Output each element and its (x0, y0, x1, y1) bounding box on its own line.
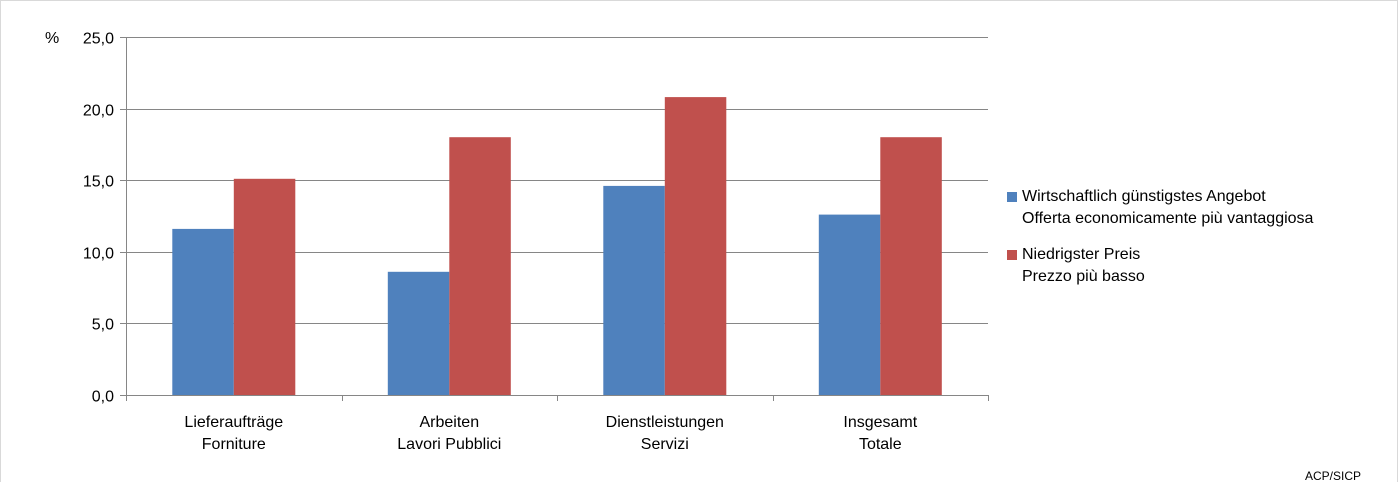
legend-label-series-1-it: Offerta economicamente più vantaggiosa (1022, 210, 1314, 227)
legend-label-series-2-de: Niedrigster Preis (1022, 246, 1141, 263)
x-category-label: Dienstleistungen (606, 414, 724, 431)
y-tick-label: 5,0 (92, 317, 114, 334)
bar-series-2-cat-3 (664, 97, 727, 395)
legend-label-series-1-de: Wirtschaftlich günstigstes Angebot (1022, 188, 1266, 205)
bars (172, 97, 942, 395)
y-tick-label: 20,0 (83, 103, 114, 120)
axes (120, 37, 989, 401)
x-category-label: Lieferaufträge (184, 414, 283, 431)
x-category-label: Forniture (202, 436, 266, 453)
y-unit-label: % (45, 30, 59, 47)
bar-series-1-cat-1 (172, 228, 234, 395)
bar-series-2-cat-4 (880, 137, 942, 395)
legend-item-series-1: Wirtschaftlich günstigstes Angebot Offer… (1007, 186, 1313, 230)
legend: Wirtschaftlich günstigstes Angebot Offer… (1007, 186, 1313, 302)
y-tick-label: 25,0 (83, 31, 114, 48)
bar-series-1-cat-2 (387, 271, 450, 395)
y-tick-label: 15,0 (83, 174, 114, 191)
y-tick-label: 10,0 (83, 246, 114, 263)
bar-series-2-cat-2 (449, 137, 511, 395)
x-category-label: Servizi (641, 436, 689, 453)
x-category-label: Lavori Pubblici (397, 436, 501, 453)
legend-swatch-series-1 (1007, 192, 1017, 202)
bar-series-1-cat-3 (603, 185, 665, 395)
x-category-label: Totale (859, 436, 902, 453)
x-category-label: Insgesamt (843, 414, 917, 431)
x-category-label: Arbeiten (420, 414, 480, 431)
bar-series-1-cat-4 (818, 214, 881, 395)
axis-labels: 0,0 5,0 10,0 15,0 20,0 25,0% Lieferaufträge For… (45, 30, 918, 453)
legend-swatch-series-2 (1007, 250, 1017, 260)
legend-label-series-2-it: Prezzo più basso (1022, 268, 1145, 285)
source-label: ACP/SICP (1304, 469, 1361, 483)
bar-series-2-cat-1 (233, 178, 296, 395)
y-tick-label: 0,0 (92, 389, 114, 406)
legend-item-series-2: Niedrigster Preis Prezzo più basso (1007, 244, 1313, 288)
